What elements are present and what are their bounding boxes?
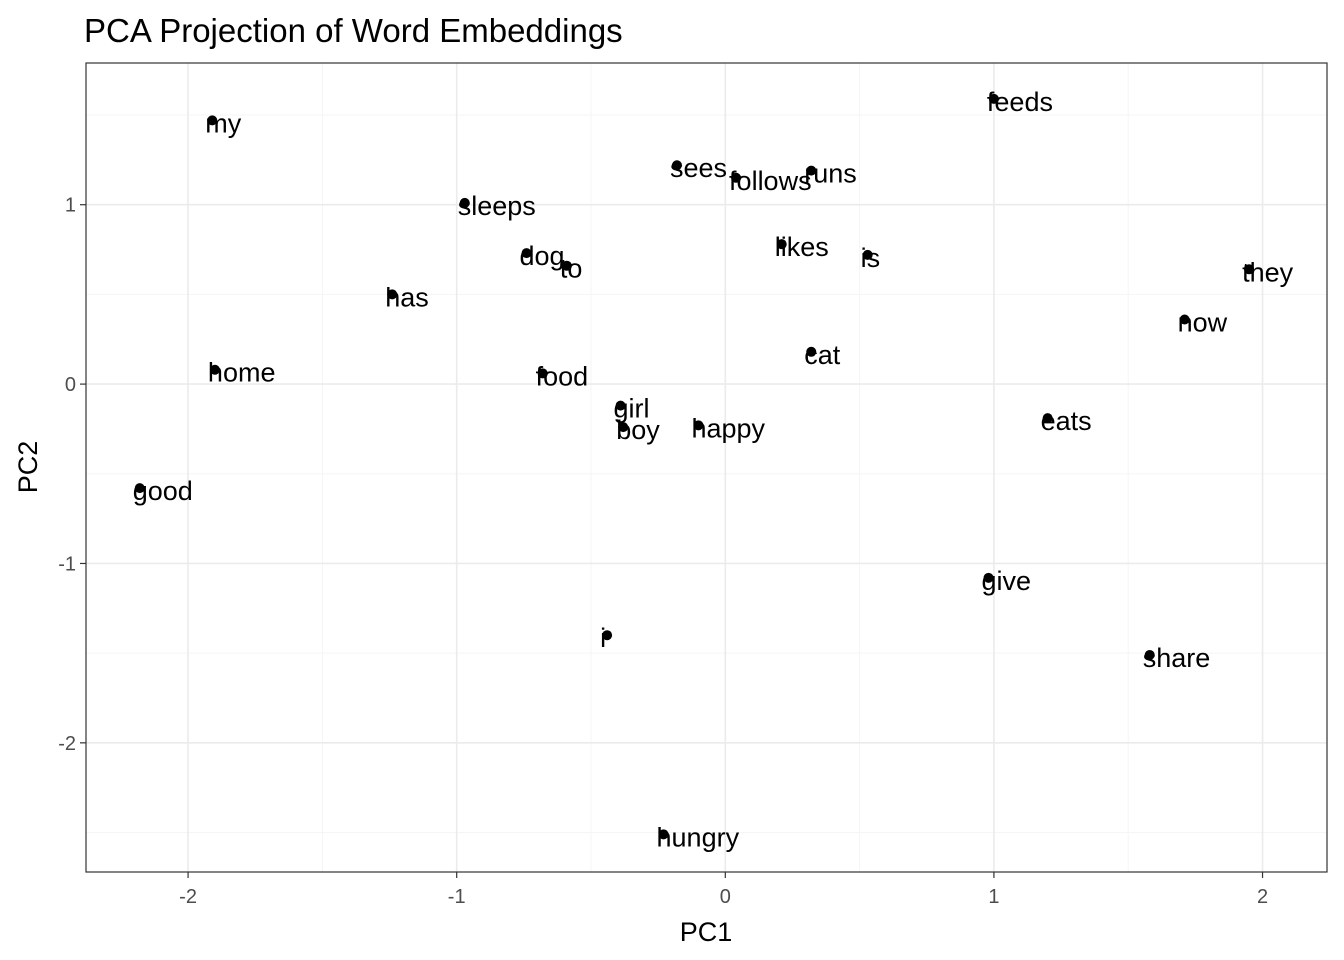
data-point-home [209, 364, 220, 375]
point-label-has: has [385, 282, 429, 312]
point-label-feeds: feeds [987, 87, 1053, 117]
point-label-to: to [560, 254, 583, 284]
y-tick-label: -2 [58, 733, 76, 755]
data-point-share [1144, 649, 1155, 660]
y-axis-title: PC2 [13, 441, 43, 494]
panel-border [85, 62, 1328, 873]
data-point-girl [615, 400, 626, 411]
data-point-feeds [988, 93, 999, 104]
plot-panel [86, 63, 1327, 872]
point-label-sees: sees [670, 153, 727, 183]
point-label-hungry: hungry [657, 822, 740, 852]
data-point-they [1244, 264, 1255, 275]
point-label-happy: happy [691, 413, 765, 443]
data-point-cat [806, 346, 817, 357]
chart-title: PCA Projection of Word Embeddings [84, 12, 623, 49]
x-tick-label: 1 [988, 886, 999, 908]
point-label-girl: girl [614, 394, 650, 424]
data-point-sleeps [459, 197, 470, 208]
data-point-food [537, 368, 548, 379]
data-point-i [602, 630, 613, 641]
point-label-good: good [133, 476, 193, 506]
x-axis: -2 -1 0 1 2 [179, 872, 1268, 908]
point-label-they: they [1242, 257, 1294, 287]
data-point-has [387, 289, 398, 300]
point-label-food: food [536, 361, 589, 391]
y-tick-label: -1 [58, 553, 76, 575]
point-label-i: i [600, 623, 606, 653]
point-label-sleeps: sleeps [458, 191, 536, 221]
y-axis: -2 -1 0 1 [58, 195, 86, 755]
data-point-follows [731, 172, 742, 183]
point-label-now: now [1178, 308, 1228, 338]
point-label-runs: runs [804, 159, 857, 189]
point-label-give: give [982, 566, 1032, 596]
data-point-give [983, 572, 994, 583]
point-label-boy: boy [616, 415, 660, 445]
data-point-to [561, 260, 572, 271]
point-label-is: is [861, 243, 881, 273]
data-point-happy [693, 420, 704, 431]
data-point-my [207, 115, 218, 126]
point-label-share: share [1143, 643, 1211, 673]
point-label-cat: cat [804, 340, 841, 370]
data-point-eats [1042, 413, 1053, 424]
point-label-dog: dog [520, 241, 565, 271]
major-gridlines [86, 63, 1327, 872]
data-point-is [862, 249, 873, 260]
x-tick-label: 2 [1257, 886, 1268, 908]
data-point-dog [521, 248, 532, 259]
x-tick-label: -1 [448, 886, 466, 908]
data-points [134, 93, 1255, 840]
minor-gridlines [86, 63, 1327, 872]
point-label-follows: follows [729, 166, 812, 196]
point-label-home: home [208, 358, 276, 388]
point-label-eats: eats [1041, 406, 1092, 436]
y-tick-label: 1 [65, 195, 76, 217]
data-point-boy [618, 422, 629, 433]
x-tick-label: -2 [179, 886, 197, 908]
data-point-good [134, 483, 145, 494]
data-point-now [1179, 314, 1190, 325]
data-point-runs [806, 165, 817, 176]
data-point-hungry [658, 829, 669, 840]
point-label-likes: likes [775, 232, 829, 262]
x-tick-label: 0 [720, 886, 731, 908]
point-label-my: my [205, 108, 241, 138]
data-point-sees [671, 160, 682, 171]
data-point-likes [776, 239, 787, 250]
x-axis-title: PC1 [680, 917, 733, 947]
y-tick-label: 0 [65, 374, 76, 396]
